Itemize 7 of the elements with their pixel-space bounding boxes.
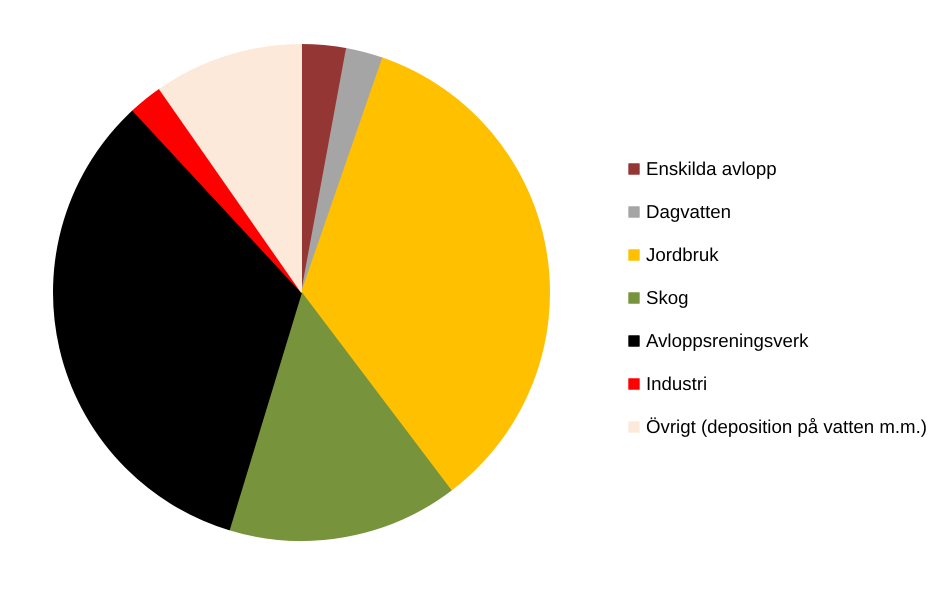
legend-label: Dagvatten: [646, 200, 732, 222]
legend-label: Skog: [646, 286, 689, 308]
legend-label: Övrigt (deposition på vatten m.m.): [646, 416, 927, 438]
legend-label: Industri: [646, 372, 708, 394]
legend-label: Avloppsreningsverk: [646, 330, 808, 352]
legend-label: Enskilda avlopp: [646, 158, 777, 180]
legend-label: Jordbruk: [646, 244, 719, 266]
